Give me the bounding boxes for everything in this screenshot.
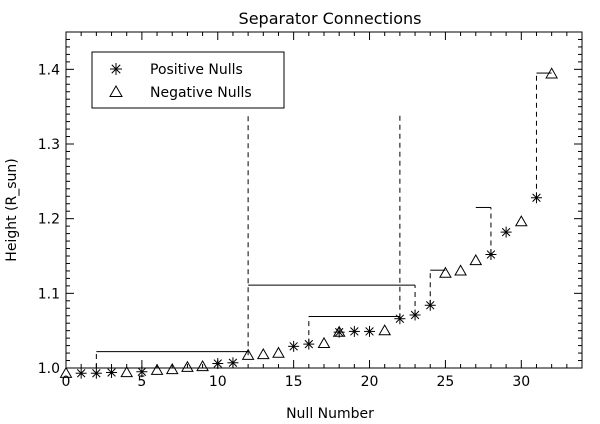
y-tick-label: 1.3 bbox=[38, 137, 60, 153]
plot-area: 0 5 10 15 20 25 30 1.0 1.1 1.2 1.3 1.4 Positive Null… bbox=[38, 31, 583, 390]
positive-null-point bbox=[136, 366, 148, 378]
positive-null-point bbox=[90, 367, 102, 379]
negative-null-point bbox=[469, 253, 483, 266]
positive-null-point bbox=[212, 358, 224, 370]
positive-null-point bbox=[424, 299, 436, 311]
positive-null-point bbox=[364, 325, 376, 337]
positive-null-point bbox=[394, 313, 406, 325]
negative-null-point bbox=[120, 365, 134, 378]
positive-null-point bbox=[303, 338, 315, 350]
positive-null-point bbox=[288, 340, 300, 352]
legend-label: Negative Nulls bbox=[150, 85, 252, 101]
positive-null-point bbox=[485, 249, 497, 261]
negative-null-point bbox=[545, 67, 559, 79]
chart-title: Separator Connections bbox=[239, 9, 422, 28]
y-tick-label: 1.1 bbox=[38, 286, 60, 302]
x-tick-label: 30 bbox=[512, 374, 530, 390]
positive-null-point bbox=[409, 309, 421, 321]
negative-null-point bbox=[378, 324, 392, 336]
negative-null-point bbox=[196, 359, 209, 372]
x-tick-label: 20 bbox=[361, 374, 379, 390]
negative-null-point bbox=[272, 346, 285, 358]
positive-null-point bbox=[348, 325, 360, 337]
negative-null-point bbox=[332, 325, 346, 337]
negative-null-point bbox=[256, 348, 270, 360]
y-tick-label: 1.0 bbox=[38, 361, 60, 377]
positive-null-point bbox=[227, 357, 239, 369]
negative-null-point bbox=[165, 362, 179, 375]
negative-null-point bbox=[181, 360, 194, 372]
positive-null-point bbox=[530, 192, 542, 204]
y-tick-label: 1.4 bbox=[38, 62, 60, 78]
x-axis-label: Null Number bbox=[286, 406, 374, 422]
legend-asterisk-icon bbox=[110, 63, 122, 75]
positive-null-point bbox=[500, 226, 512, 238]
x-tick-label: 10 bbox=[209, 374, 227, 390]
negative-null-point bbox=[439, 266, 452, 278]
legend-label: Positive Nulls bbox=[150, 62, 243, 78]
negative-null-point bbox=[241, 348, 255, 360]
y-axis-label: Height (R_sun) bbox=[4, 158, 20, 261]
negative-null-point bbox=[454, 264, 467, 276]
legend-box bbox=[91, 51, 285, 109]
x-tick-label: 15 bbox=[285, 374, 303, 390]
x-tick-label: 5 bbox=[137, 374, 146, 390]
negative-null-point bbox=[317, 336, 331, 348]
negative-null-point bbox=[150, 363, 164, 375]
negative-null-point bbox=[514, 215, 528, 227]
x-tick-label: 25 bbox=[436, 374, 454, 390]
y-tick-label: 1.2 bbox=[38, 212, 60, 228]
negative-null-point bbox=[59, 366, 73, 378]
x-tick-label: 0 bbox=[62, 374, 71, 390]
legend-triangle-icon bbox=[109, 84, 123, 97]
positive-null-point bbox=[75, 367, 87, 379]
positive-null-point bbox=[106, 366, 118, 378]
